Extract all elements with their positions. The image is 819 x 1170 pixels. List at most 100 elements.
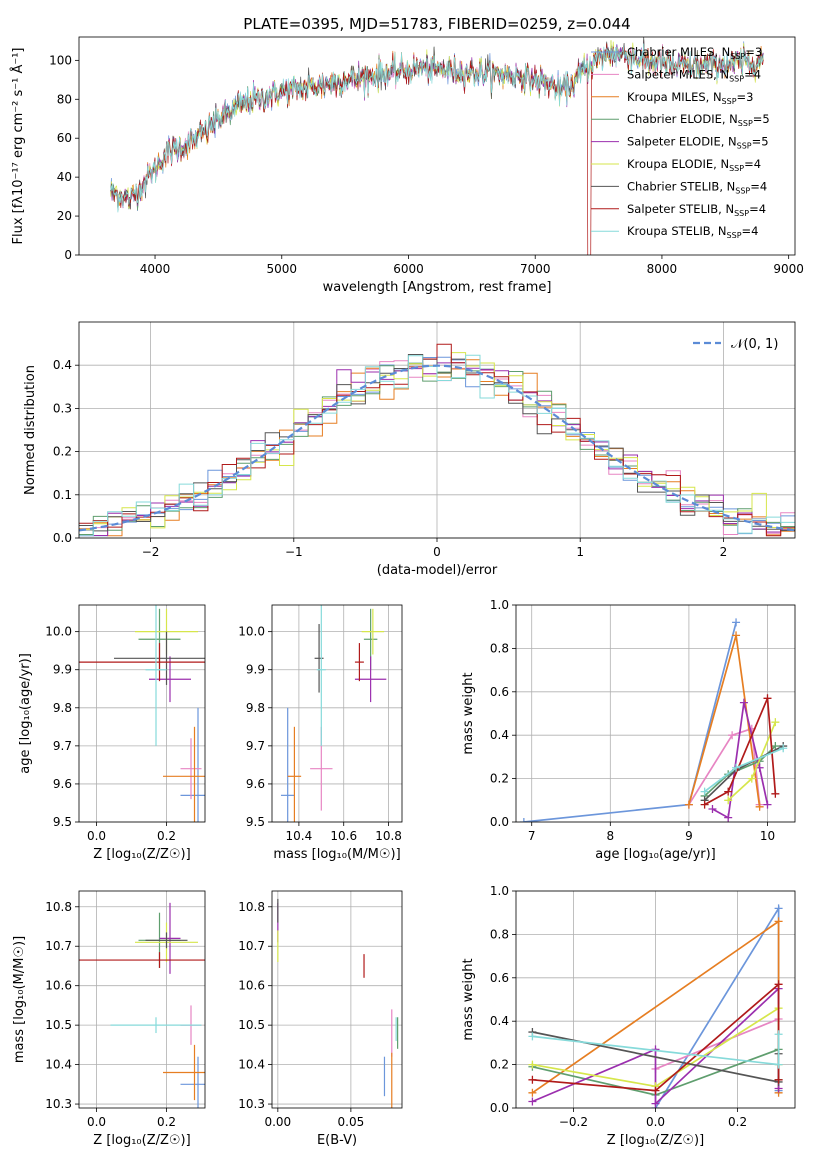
y-tick-label: 40 [57, 170, 72, 184]
y-tick-label: 60 [57, 131, 72, 145]
legend-label: Salpeter ELODIE, NSSP=5 [627, 135, 769, 151]
y-tick-label: 10.4 [45, 1058, 72, 1072]
legend-entry: Kroupa MILES, NSSP=3 [591, 90, 753, 106]
weight-marker [528, 1060, 537, 1069]
legend-label-count: =5 [753, 112, 770, 126]
weight-marker [774, 1075, 783, 1084]
spectrum-panel: 4000 5000 6000 7000 8000 9000 0 20 40 60 80 100 wave… [10, 15, 804, 295]
x-axis-label: Z [log₁₀(Z/Z☉)] [607, 1133, 704, 1148]
legend-entry: Chabrier ELODIE, NSSP=5 [591, 112, 770, 128]
x-axis-label: wavelength [Angstrom, rest frame] [323, 280, 552, 295]
y-tick-label: 0.8 [490, 927, 509, 941]
legend-label-name: Chabrier STELIB, N [627, 179, 735, 193]
legend-label-count: =3 [745, 45, 762, 59]
legend-label-sub: SSP [738, 119, 753, 128]
y-tick-label: 1.0 [490, 884, 509, 898]
legend-label-sub: SSP [722, 97, 737, 106]
legend-entry: Kroupa ELODIE, NSSP=4 [591, 157, 761, 173]
weight-marker [700, 800, 709, 809]
legend-entry: Salpeter ELODIE, NSSP=5 [591, 135, 769, 151]
x-axis-label: (data-model)/error [377, 563, 498, 578]
y-tick-label: 10.7 [238, 939, 265, 953]
weight-marker [771, 718, 780, 727]
spectrum-series-8 [110, 43, 764, 213]
x-tick-label: 10.8 [375, 829, 402, 843]
error-point [287, 726, 302, 822]
x-tick-label: 0.2 [728, 1115, 747, 1129]
legend-label: Kroupa MILES, NSSP=3 [627, 90, 753, 106]
legend-label: Chabrier STELIB, NSSP=4 [627, 179, 767, 195]
y-tick-label: 9.8 [246, 701, 265, 715]
legend-label: Kroupa STELIB, NSSP=4 [627, 224, 758, 240]
normal-curve [79, 364, 795, 532]
x-tick-label: 8000 [647, 262, 678, 276]
x-tick-label: 9 [685, 829, 693, 843]
axes-frame [78, 890, 206, 1109]
error-point [316, 605, 326, 746]
y-tick-label: 0 [64, 248, 72, 262]
weight-marker [528, 1097, 537, 1106]
legend-label-sub: SSP [735, 186, 750, 195]
legend-label-count: =4 [744, 157, 761, 171]
legend-entry: Chabrier STELIB, NSSP=4 [591, 179, 767, 195]
x-tick-label: 0 [433, 545, 441, 559]
histogram-series-7 [79, 343, 795, 537]
y-tick-label: 9.5 [246, 815, 265, 829]
x-tick-label: −1 [285, 545, 303, 559]
legend-entry: 𝒩(0, 1) [693, 337, 778, 352]
weight-marker [763, 800, 772, 809]
ebv_vs_mass-plot-area [277, 898, 399, 1108]
weight-marker [774, 1060, 783, 1069]
error-point [79, 952, 205, 968]
weight-marker [684, 800, 693, 809]
error-point [361, 608, 385, 655]
y-tick-label: 20 [57, 209, 72, 223]
y-tick-label: 10.8 [45, 900, 72, 914]
y-tick-label: 10.3 [238, 1097, 265, 1111]
x-tick-label: 6000 [393, 262, 424, 276]
y-axis-label: mass [log₁₀(M/M☉)] [12, 936, 27, 1063]
residuals-panel: −2 −1 0 1 2 0.0 0.1 0.2 0.3 0.4 (data-model)/error… [23, 321, 796, 578]
y-tick-label: 0.8 [490, 641, 509, 655]
age_vs_weight-plot-area [519, 618, 788, 822]
legend-label-sub: SSP [734, 209, 749, 218]
y-tick-label: 9.9 [246, 663, 265, 677]
legend-label: Salpeter MILES, NSSP=4 [627, 67, 761, 83]
error-point [314, 624, 324, 693]
y-tick-label: 10.6 [238, 979, 265, 993]
spectrum-plot-area [110, 37, 764, 255]
y-tick-label: 100 [49, 53, 72, 67]
y-tick-label: 0.0 [490, 1101, 509, 1115]
legend-label-name: Salpeter ELODIE, N [627, 135, 737, 149]
z_vs_age-panel: 0.0 0.2 9.5 9.6 9.7 9.8 9.9 10.0 Z [log₁₀(Z/Z☉)]… [18, 604, 206, 862]
error-point [145, 605, 167, 746]
weight-series-7 [704, 697, 777, 806]
y-tick-label: 0.6 [490, 685, 509, 699]
weight-marker [755, 802, 764, 811]
weight-marker [528, 1032, 537, 1041]
weight-marker [708, 804, 717, 813]
z_vs_mass-plot-area [79, 902, 205, 1108]
y-tick-label: 0.3 [53, 401, 72, 415]
legend-label-count: =4 [750, 179, 767, 193]
legend-label-name: Chabrier MILES, N [627, 45, 730, 59]
weight-marker [732, 618, 741, 627]
y-axis-label: mass weight [461, 958, 476, 1040]
legend-label-sub: SSP [730, 52, 745, 61]
axes-frame [78, 604, 206, 823]
y-tick-label: 9.6 [246, 777, 265, 791]
x-tick-label: 0.0 [646, 1115, 665, 1129]
y-tick-label: 0.2 [53, 445, 72, 459]
x-tick-label: 8 [606, 829, 614, 843]
weight-marker [651, 1099, 660, 1108]
y-tick-label: 10.3 [45, 1097, 72, 1111]
weight-marker [724, 813, 733, 822]
weight-marker [528, 1075, 537, 1084]
weight-marker [774, 904, 783, 913]
weight-marker [774, 1030, 783, 1039]
legend-label: Chabrier MILES, NSSP=3 [627, 45, 762, 61]
legend-label-name: Kroupa STELIB, N [627, 224, 727, 238]
x-tick-label: 10.6 [330, 829, 357, 843]
y-tick-label: 1.0 [490, 598, 509, 612]
x-axis-label: age [log₁₀(age/yr)] [595, 847, 716, 862]
